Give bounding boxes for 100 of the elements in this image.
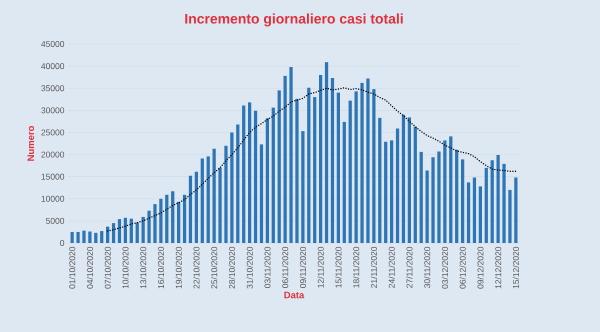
bar <box>278 90 281 243</box>
bar <box>342 122 346 243</box>
bar <box>313 97 316 243</box>
bar <box>425 170 429 243</box>
bar <box>466 182 470 243</box>
bar <box>443 140 446 243</box>
y-axis-title: Numero <box>27 126 34 161</box>
bar <box>260 144 264 243</box>
bar <box>230 132 234 243</box>
bar <box>142 216 145 243</box>
bar <box>384 142 388 243</box>
bar <box>153 204 157 243</box>
bar <box>266 118 270 243</box>
bar <box>319 74 322 243</box>
y-tick-label: 15000 <box>42 174 64 180</box>
bar <box>396 128 400 243</box>
bar <box>408 117 411 243</box>
x-tick-label: 18/11/2020 <box>353 246 360 288</box>
bar <box>194 172 198 243</box>
bar <box>455 150 458 243</box>
bar <box>159 198 163 243</box>
bar <box>301 131 305 243</box>
y-tick-label: 30000 <box>41 107 64 114</box>
bar <box>224 146 228 243</box>
y-tick-label: 40000 <box>41 63 64 70</box>
x-tick-label: 15/12/2020 <box>512 246 519 288</box>
bar <box>188 176 192 243</box>
bar <box>295 98 299 243</box>
bar <box>236 124 240 243</box>
chart-title: Incremento giornaliero casi totali <box>185 13 403 26</box>
y-tick-label: 5000 <box>46 218 64 224</box>
bar <box>200 158 204 243</box>
x-tick-label: 25/10/2020 <box>211 246 218 288</box>
bar <box>248 102 252 243</box>
bar <box>484 168 488 243</box>
bar <box>177 202 180 243</box>
x-tick-label: 28/10/2020 <box>228 246 235 288</box>
x-tick-label: 21/11/2020 <box>370 246 377 288</box>
bar <box>478 186 482 243</box>
bar <box>118 219 122 243</box>
x-tick-label: 10/10/2020 <box>122 246 128 288</box>
bar <box>182 194 186 243</box>
x-tick-label: 04/10/2020 <box>86 246 93 289</box>
bar <box>514 178 518 243</box>
bar <box>336 92 340 243</box>
x-tick-label: 27/11/2020 <box>406 246 412 288</box>
bar <box>206 156 210 243</box>
y-tick-label: 35000 <box>41 85 64 92</box>
bar <box>100 231 104 243</box>
x-tick-label: 03/11/2020 <box>264 246 270 288</box>
x-tick-label: 09/12/2020 <box>477 246 484 289</box>
x-tick-label: 03/12/2020 <box>442 246 448 289</box>
x-tick-label: 31/10/2020 <box>246 246 253 289</box>
bar <box>165 194 168 243</box>
y-tick-label: 0 <box>60 240 64 246</box>
bar <box>449 136 452 243</box>
bar <box>330 78 334 243</box>
x-tick-label: 19/10/2020 <box>176 246 182 288</box>
x-tick-label: 09/11/2020 <box>300 246 306 288</box>
x-tick-label: 30/11/2020 <box>424 246 430 288</box>
x-tick-label: 22/10/2020 <box>193 246 200 288</box>
bar <box>431 157 435 243</box>
bar <box>502 164 506 243</box>
bar <box>402 114 406 243</box>
bar <box>390 140 394 243</box>
bar <box>218 168 222 243</box>
bar <box>212 148 216 243</box>
bar <box>348 100 352 243</box>
bar <box>372 89 376 243</box>
bar <box>354 91 358 243</box>
x-axis-title: Data <box>284 292 304 298</box>
bar <box>437 151 441 243</box>
bar <box>76 232 80 243</box>
y-tick-label: 25000 <box>41 129 64 136</box>
bar <box>242 105 246 243</box>
bar <box>378 118 382 243</box>
bar <box>70 232 74 243</box>
bar <box>130 218 133 243</box>
bar <box>414 126 417 243</box>
x-tick-label: 12/12/2020 <box>495 246 502 288</box>
bar <box>171 191 174 243</box>
bar <box>508 190 512 243</box>
x-tick-label: 24/11/2020 <box>388 246 395 288</box>
bar <box>82 230 86 243</box>
y-tick-label: 10000 <box>42 196 64 202</box>
y-tick-label: 45000 <box>41 41 64 47</box>
bar <box>496 154 500 243</box>
bar <box>460 159 464 243</box>
x-tick-label: 15/11/2020 <box>335 246 342 288</box>
bar <box>324 62 328 243</box>
x-tick-label: 06/11/2020 <box>282 246 288 288</box>
bar <box>94 232 98 243</box>
bar <box>289 66 293 243</box>
bar <box>147 210 151 243</box>
bar <box>136 222 139 243</box>
bar <box>420 152 423 243</box>
x-tick-label: 01/10/2020 <box>69 246 76 289</box>
x-tick-label: 13/10/2020 <box>140 246 146 288</box>
bar <box>472 178 476 243</box>
bar <box>272 108 275 243</box>
